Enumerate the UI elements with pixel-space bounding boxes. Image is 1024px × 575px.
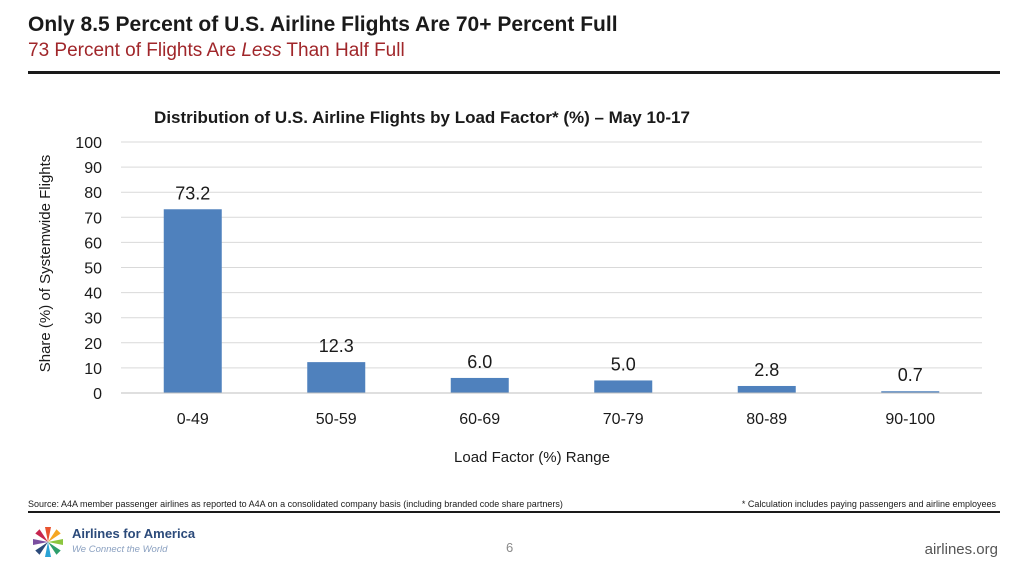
footnote: * Calculation includes paying passengers… [741,499,996,509]
y-tick-label: 0 [93,386,102,403]
slide-subtitle: 73 Percent of Flights Are Less Than Half… [28,40,405,62]
bar-90-100 [881,391,940,393]
y-tick-label: 100 [75,135,102,152]
x-tick-label: 70-79 [603,411,644,428]
y-tick-label: 40 [84,286,102,303]
logo-tagline: We Connect the World [72,544,168,555]
data-label: 5.0 [611,354,636,374]
pinwheel-logo-icon [33,527,63,557]
footer-divider [28,511,1000,513]
source-note: Source: A4A member passenger airlines as… [28,499,563,509]
x-tick-label: 60-69 [459,411,500,428]
gridlines [121,141,982,369]
data-labels: 73.2 12.3 6.0 5.0 2.8 0.7 [175,183,923,385]
title-divider [28,71,1000,74]
bar-50-59 [307,362,366,393]
x-axis-title: Load Factor (%) Range [454,449,610,466]
bar-0-49 [163,209,222,393]
y-tick-label: 30 [84,311,102,328]
slide-title: Only 8.5 Percent of U.S. Airline Flights… [28,13,618,36]
y-tick-label: 10 [84,361,102,378]
y-tick-label: 70 [84,210,102,227]
y-axis-title: Share (%) of Systemwide Flights [37,155,54,373]
y-tick-label: 20 [84,336,102,353]
bars [163,209,940,393]
y-tick-label: 90 [84,160,102,177]
subtitle-emphasis: Less [241,40,282,61]
y-axis-ticks: 0 10 20 30 40 50 60 70 80 90 100 [75,135,102,403]
page-number: 6 [506,540,514,555]
x-tick-label: 0-49 [177,411,209,428]
bar-80-89 [737,385,796,393]
x-tick-label: 50-59 [316,411,357,428]
website-link[interactable]: airlines.org [924,541,998,558]
bar-60-69 [450,377,509,393]
y-tick-label: 60 [84,235,102,252]
x-tick-label: 90-100 [885,411,935,428]
data-label: 2.8 [754,360,779,380]
bar-70-79 [594,380,653,393]
subtitle-text-end: Than Half Full [281,40,405,61]
y-tick-label: 80 [84,185,102,202]
data-label: 12.3 [319,336,354,356]
data-label: 6.0 [467,352,492,372]
a4a-logo: Airlines for America We Connect the Worl… [28,522,228,562]
data-label: 0.7 [898,365,923,385]
chart-title: Distribution of U.S. Airline Flights by … [154,108,690,127]
x-axis-ticks: 0-49 50-59 60-69 70-79 80-89 90-100 [177,411,936,428]
subtitle-text-start: 73 Percent of Flights Are [28,40,242,61]
data-label: 73.2 [175,183,210,203]
logo-name: Airlines for America [72,526,196,541]
x-tick-label: 80-89 [746,411,787,428]
y-tick-label: 50 [84,261,102,278]
